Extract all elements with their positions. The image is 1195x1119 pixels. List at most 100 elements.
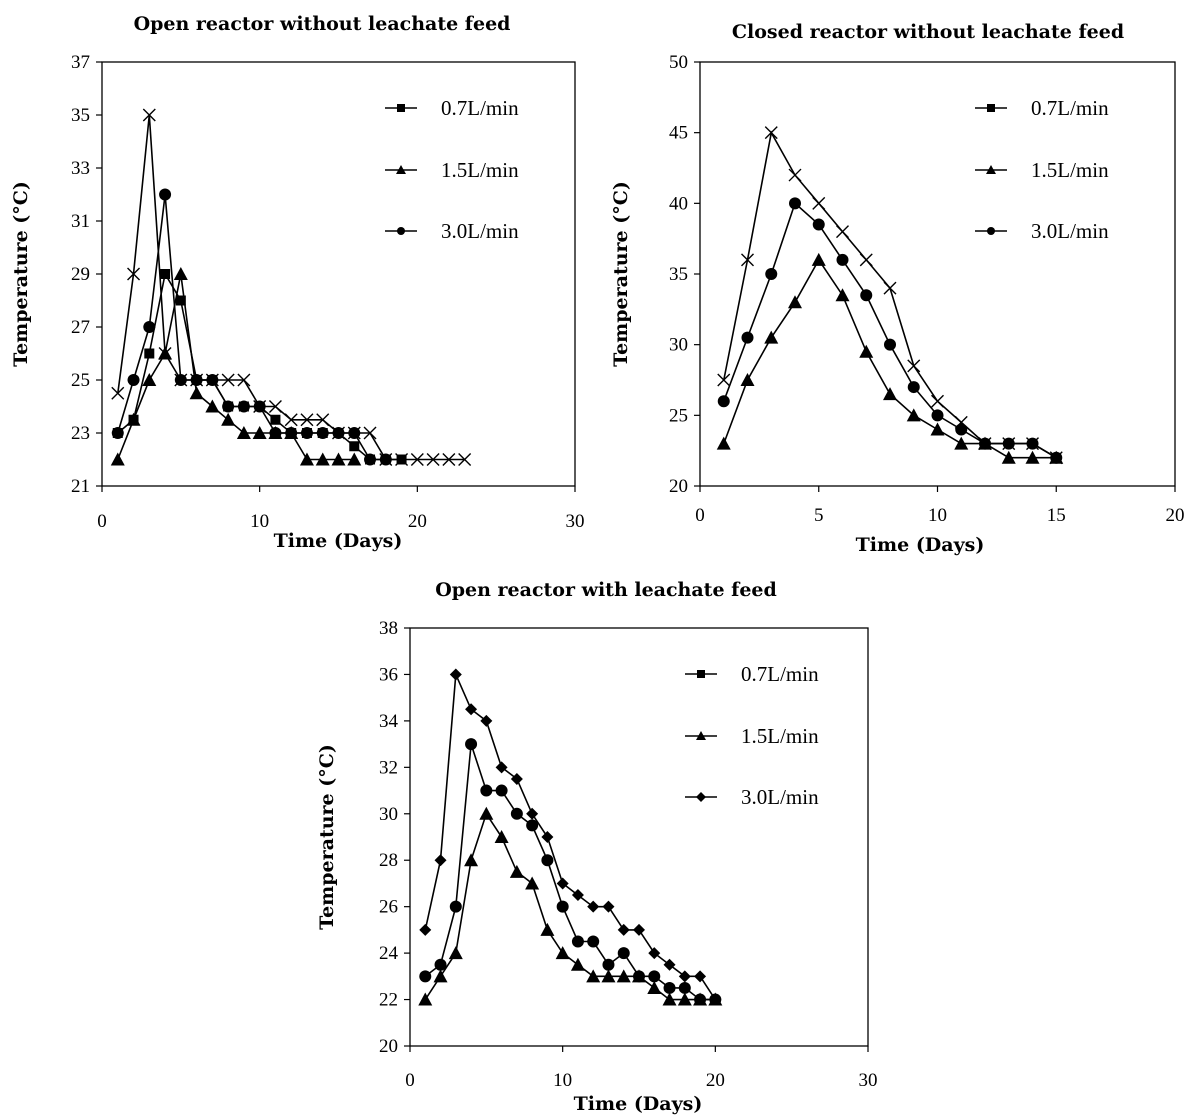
data-point	[299, 452, 314, 466]
y-tick-label: 22	[379, 990, 398, 1011]
legend-marker	[697, 670, 705, 678]
data-point	[479, 806, 494, 820]
data-point	[525, 876, 540, 890]
x-tick-label: 5	[814, 505, 824, 526]
y-tick-label: 50	[669, 52, 688, 73]
data-point	[510, 807, 523, 820]
data-point	[205, 399, 220, 413]
series-circle	[419, 738, 722, 1006]
data-point	[812, 218, 825, 231]
data-point	[587, 935, 600, 948]
legend-label: 0.7L/min	[741, 662, 819, 686]
y-tick-label: 23	[71, 423, 90, 444]
data-point	[541, 831, 554, 843]
x-axis-label: Time (Days)	[856, 534, 985, 556]
y-tick-label: 28	[379, 850, 398, 871]
data-point	[617, 947, 630, 960]
legend-marker	[986, 165, 996, 174]
y-axis-label: Temperature (°C)	[316, 744, 338, 930]
data-point	[716, 436, 731, 450]
data-point	[300, 413, 314, 427]
data-point	[300, 427, 313, 439]
data-point	[931, 409, 944, 422]
legend: 0.7L/min 1.5L/min 3.0L/min	[975, 96, 1109, 243]
data-point	[189, 386, 204, 400]
data-point	[678, 970, 691, 983]
data-point	[237, 400, 250, 413]
data-point	[364, 453, 377, 466]
plot-frame	[409, 627, 869, 1047]
chart-title: Closed reactor without leachate feed	[732, 21, 1124, 43]
data-point	[332, 427, 345, 439]
data-point	[648, 970, 661, 983]
y-tick-label: 29	[71, 264, 90, 285]
data-point	[740, 373, 755, 386]
data-point	[602, 958, 615, 971]
data-point	[541, 854, 554, 867]
data-point	[662, 992, 677, 1006]
legend: 0.7L/min 1.5L/min 3.0L/min	[685, 662, 819, 809]
data-point	[633, 923, 645, 936]
y-axis-label: Temperature (°C)	[610, 181, 632, 367]
data-point	[789, 197, 801, 210]
data-point	[449, 900, 462, 913]
data-point	[663, 981, 676, 994]
data-point	[363, 426, 377, 440]
series-triangle	[716, 252, 1064, 464]
data-point	[465, 738, 478, 751]
data-point	[284, 426, 299, 439]
legend-label: 1.5L/min	[741, 724, 819, 748]
data-point	[442, 453, 456, 466]
series-line	[424, 811, 716, 1001]
plot-frame	[101, 61, 576, 487]
data-point	[717, 395, 730, 408]
y-tick-label: 35	[71, 105, 90, 126]
data-point	[143, 321, 156, 333]
y-tick-label: 30	[669, 335, 688, 356]
data-point	[587, 900, 600, 913]
x-tick-label: 30	[859, 1070, 878, 1091]
x-tick-label: 30	[566, 511, 585, 532]
x-tick-label: 15	[1047, 505, 1066, 526]
series-x	[111, 108, 472, 466]
data-point	[434, 854, 447, 867]
data-point	[160, 269, 171, 279]
data-point	[835, 288, 850, 302]
y-tick-label: 25	[71, 370, 90, 391]
data-point	[284, 413, 298, 427]
x-tick-label: 0	[695, 505, 705, 526]
data-point	[616, 969, 631, 983]
data-point	[253, 400, 266, 413]
y-tick-label: 45	[669, 123, 688, 144]
y-tick-label: 27	[71, 317, 90, 338]
data-point	[480, 784, 493, 797]
y-tick-label: 36	[379, 664, 398, 685]
data-point	[206, 374, 219, 386]
series-diamond	[419, 668, 722, 1006]
legend-marker	[397, 227, 405, 235]
legend-label: 3.0L/min	[741, 785, 819, 809]
legend-marker	[696, 792, 706, 802]
data-point	[571, 935, 584, 948]
chart-title: Open reactor with leachate feed	[435, 579, 777, 601]
data-point	[741, 253, 754, 267]
data-point	[836, 253, 849, 266]
x-tick-label: 10	[250, 511, 269, 532]
data-point	[458, 453, 472, 466]
chart-panel-1: Open reactor without leachate feed 21 23 25…	[10, 13, 585, 552]
legend-label: 3.0L/min	[441, 219, 519, 243]
data-point	[221, 373, 235, 387]
y-tick-label: 21	[71, 476, 90, 497]
y-tick-label: 33	[71, 158, 90, 179]
data-point	[268, 426, 283, 439]
data-point	[556, 877, 569, 890]
data-point	[788, 295, 802, 309]
data-point	[907, 381, 920, 394]
data-point	[190, 374, 203, 386]
y-tick-label: 26	[379, 897, 398, 918]
data-point	[693, 992, 708, 1006]
data-point	[678, 981, 691, 994]
series-line	[117, 273, 355, 461]
data-point	[111, 386, 125, 400]
data-point	[1026, 437, 1039, 450]
